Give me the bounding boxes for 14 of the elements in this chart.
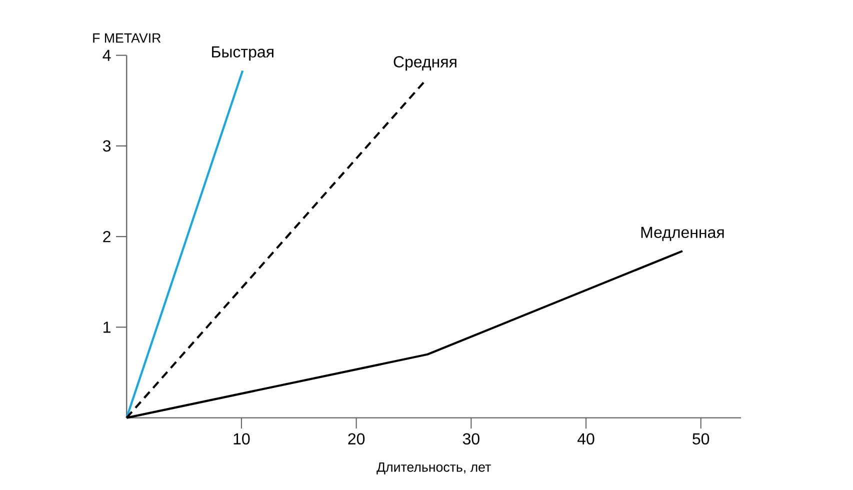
y-axis-title: F METAVIR — [93, 34, 161, 43]
y-tick-label: 1 — [104, 322, 110, 333]
x-tick-label: 20 — [348, 433, 365, 445]
series-label: Средняя — [394, 56, 456, 71]
x-tick-label: 50 — [692, 433, 710, 445]
x-axis-title: Длительность, лет — [376, 462, 491, 474]
x-tick-label: 30 — [462, 433, 480, 445]
y-tick-label: 2 — [103, 231, 110, 242]
x-tick-label: 10 — [234, 433, 250, 445]
y-tick-label: 4 — [102, 50, 111, 61]
series-label: Быстрая — [212, 46, 274, 61]
series-label: Медленная — [641, 226, 724, 242]
y-tick-label: 3 — [102, 140, 111, 152]
x-tick-label: 40 — [577, 433, 594, 445]
